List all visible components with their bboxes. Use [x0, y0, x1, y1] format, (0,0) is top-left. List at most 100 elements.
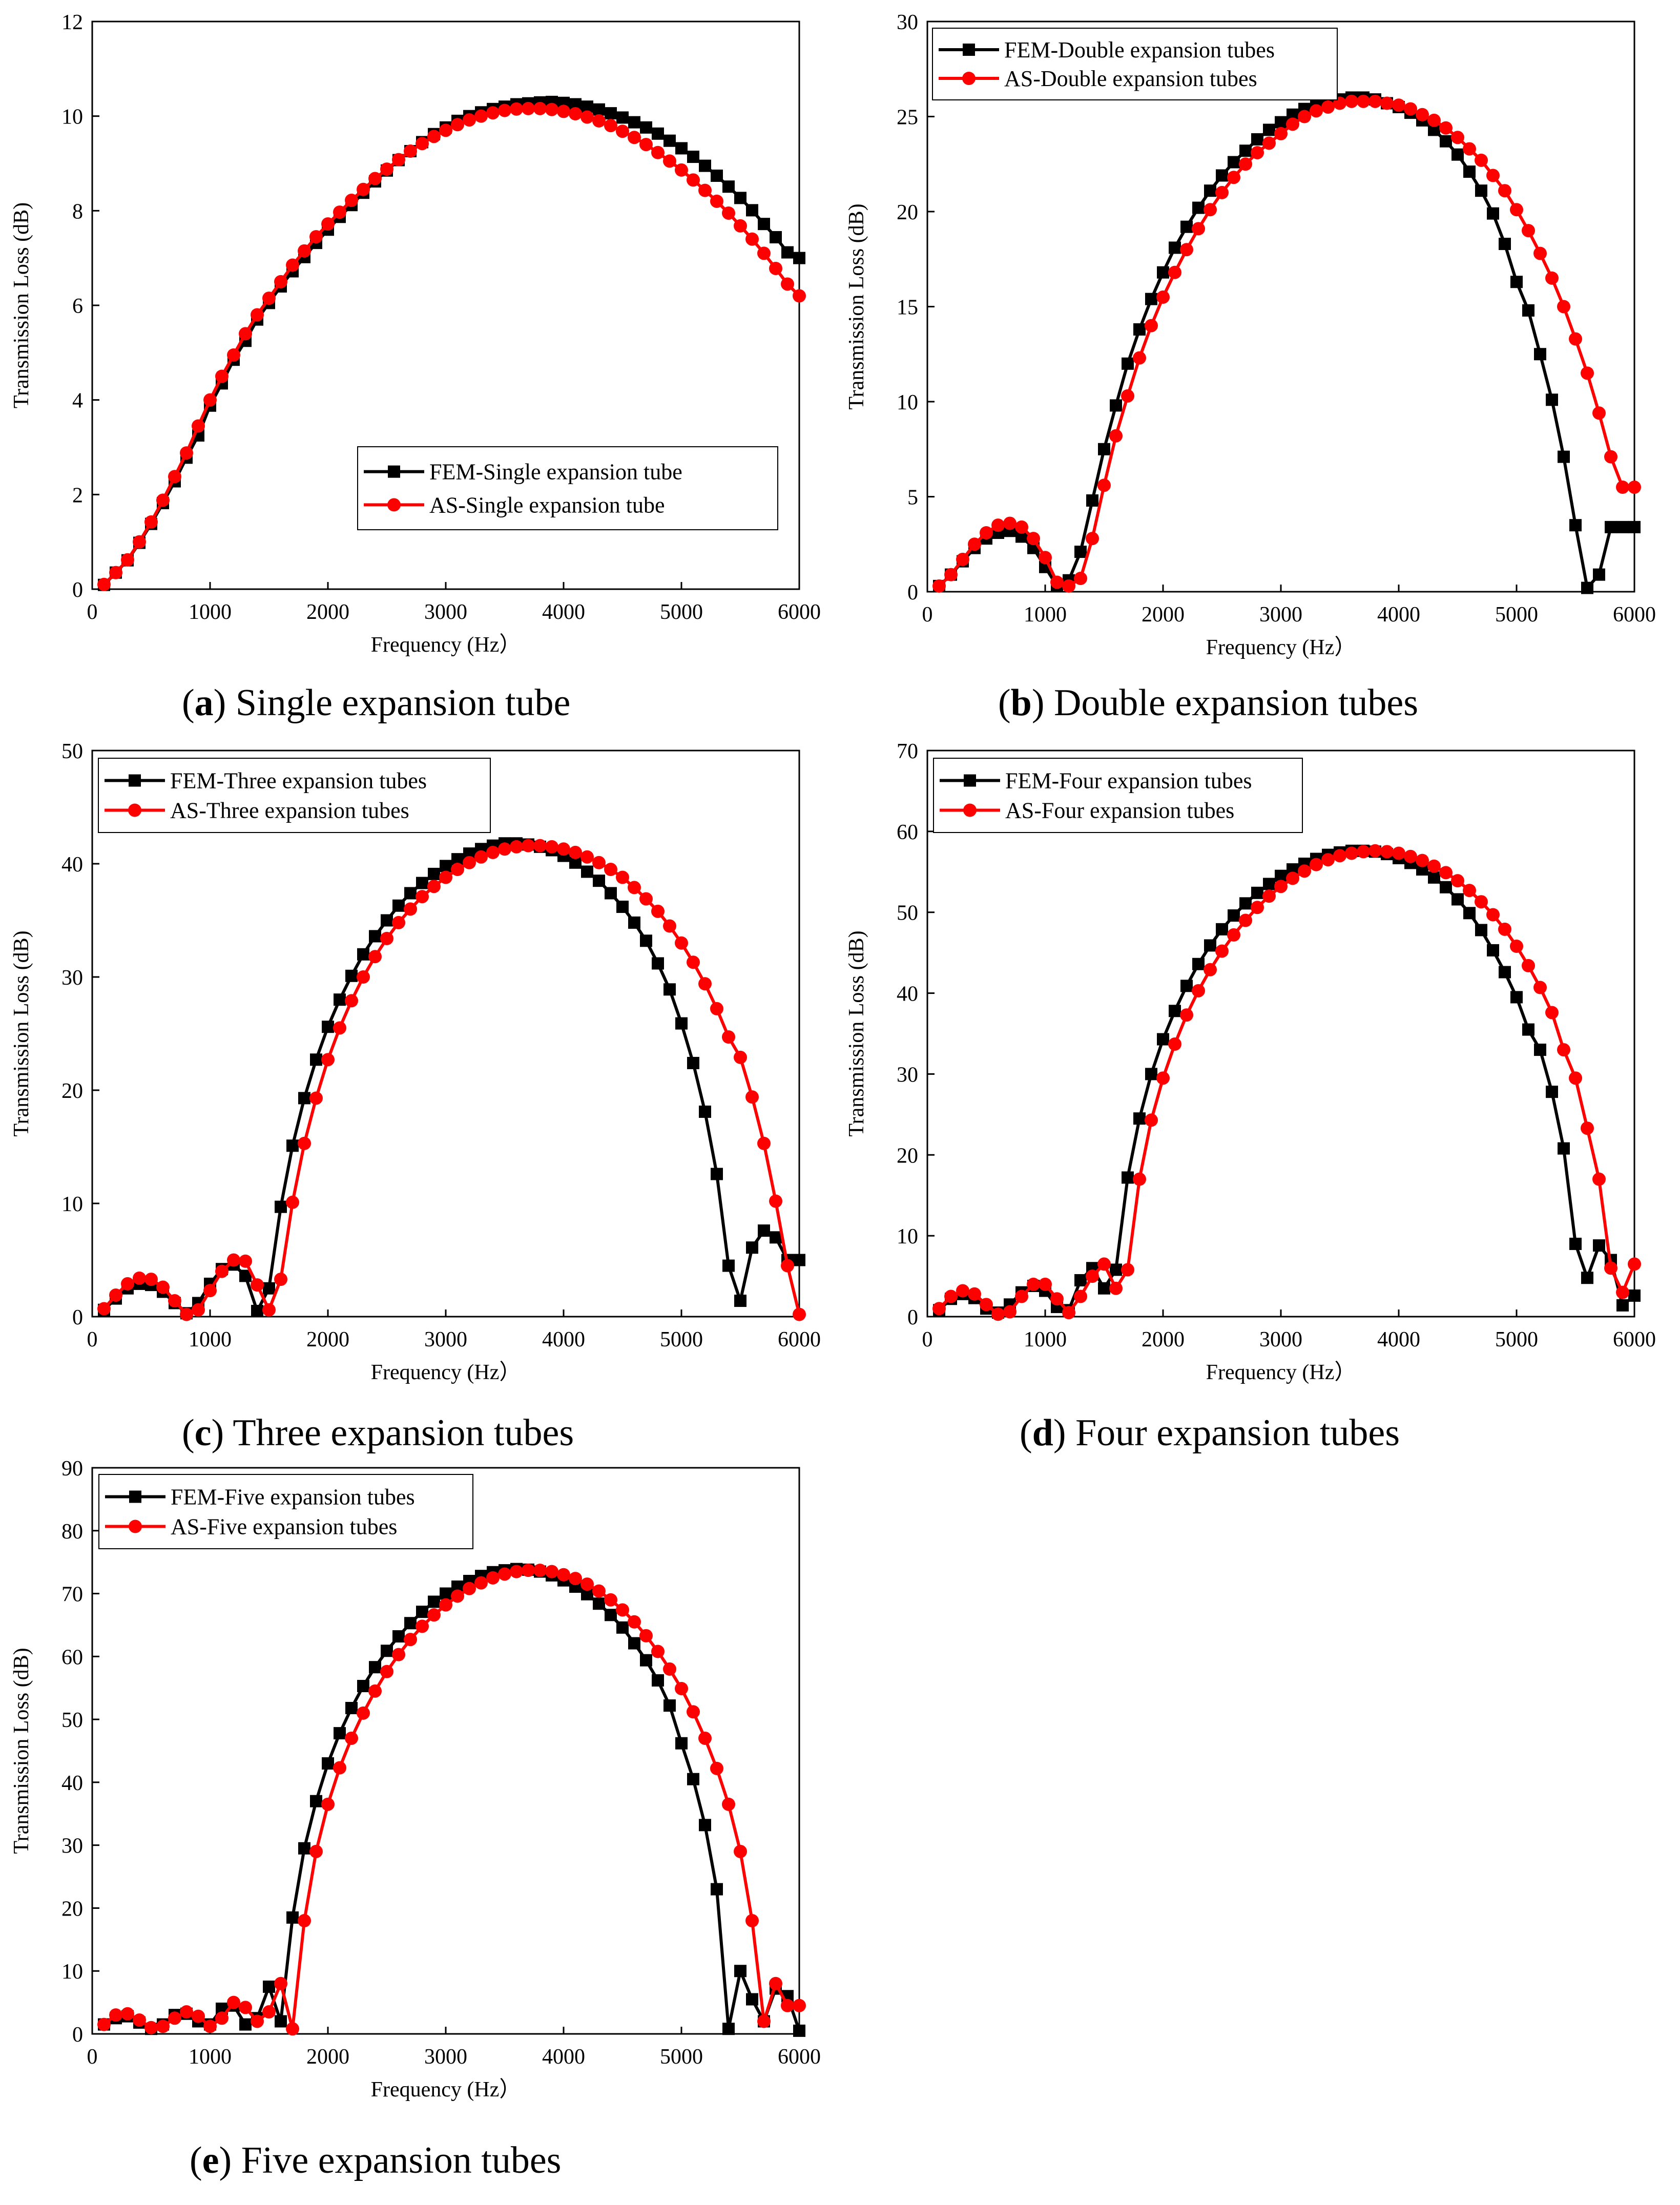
data-point [522, 839, 535, 852]
data-point [239, 1254, 252, 1268]
data-point [309, 1844, 323, 1858]
data-point [1074, 546, 1087, 558]
data-point [1558, 450, 1570, 463]
data-point [1310, 104, 1323, 118]
data-point [357, 948, 369, 961]
data-point [616, 111, 629, 124]
data-point [1593, 1239, 1605, 1252]
data-point [239, 327, 252, 341]
data-point [1192, 222, 1205, 236]
data-point [498, 1567, 511, 1581]
data-point [180, 1307, 193, 1321]
data-point [663, 919, 676, 933]
y-tick-label: 30 [61, 1835, 83, 1858]
data-point [533, 839, 547, 852]
data-point [1286, 117, 1299, 131]
legend-box [98, 758, 491, 833]
data-point [298, 1092, 310, 1105]
data-point [97, 2017, 111, 2031]
data-point [310, 1053, 322, 1066]
data-point [1262, 136, 1276, 150]
data-point [734, 1050, 747, 1064]
data-point [1145, 1113, 1158, 1127]
data-point [1499, 966, 1511, 979]
data-point [392, 916, 405, 929]
legend-marker [963, 44, 975, 56]
data-point [722, 1259, 735, 1272]
data-point [687, 1056, 699, 1069]
x-tick-label: 5000 [1495, 1328, 1538, 1351]
series-line [103, 1567, 801, 2031]
data-point [1499, 238, 1511, 251]
data-point [710, 194, 723, 208]
data-point [651, 904, 665, 918]
y-tick-label: 50 [897, 902, 918, 925]
y-tick-label: 20 [897, 201, 918, 224]
data-point [369, 1661, 381, 1674]
data-point [545, 1565, 558, 1578]
data-point [309, 1091, 323, 1105]
y-tick-label: 0 [907, 1306, 918, 1329]
data-point [1275, 116, 1287, 129]
data-point [451, 1589, 464, 1603]
data-point [334, 993, 346, 1006]
data-point [569, 107, 582, 121]
y-tick-label: 40 [897, 983, 918, 1006]
data-point [1228, 156, 1240, 169]
data-point [698, 977, 712, 991]
data-point [1604, 450, 1617, 464]
data-point [628, 1637, 640, 1650]
data-point [1050, 575, 1064, 589]
data-point [1605, 521, 1617, 533]
data-point [1074, 572, 1087, 586]
data-point [745, 1914, 759, 1927]
data-point [121, 2007, 134, 2021]
data-point [522, 1564, 535, 1577]
data-point [298, 244, 311, 258]
data-point [203, 393, 217, 407]
caption-text-c: Three expansion tubes [233, 1412, 574, 1454]
data-point [533, 1564, 547, 1577]
data-point [675, 1681, 688, 1695]
y-tick-label: 70 [61, 1583, 83, 1607]
data-point [368, 172, 382, 185]
data-point [604, 1593, 617, 1607]
data-point [1569, 1071, 1582, 1085]
data-point [593, 1597, 605, 1610]
data-point [1545, 271, 1559, 285]
y-tick-label: 60 [897, 821, 918, 844]
data-point [274, 1273, 287, 1286]
data-point [793, 1999, 806, 2012]
data-point [1522, 959, 1535, 972]
data-point [781, 1999, 794, 2012]
data-point [215, 369, 229, 383]
data-point [1581, 581, 1593, 594]
y-tick-label: 20 [61, 1897, 83, 1921]
chart-d: 0 1000 2000 3000 4000 5000 6000 0 10 20 30 40 50 60 70… [845, 740, 1656, 1384]
y-tick-label: 40 [61, 1772, 83, 1795]
data-point [746, 204, 758, 217]
data-point [416, 877, 428, 889]
data-point [156, 493, 170, 507]
data-point [486, 845, 500, 859]
data-point [1192, 958, 1205, 970]
y-tick-label: 10 [897, 391, 918, 414]
data-point [1039, 1277, 1052, 1291]
data-point [628, 916, 640, 929]
data-point [180, 2005, 193, 2019]
data-point [663, 1662, 676, 1676]
data-point [451, 118, 464, 132]
data-point [510, 102, 523, 116]
data-point [192, 2009, 205, 2023]
data-point [1180, 980, 1193, 992]
data-point [687, 955, 700, 969]
data-point [1416, 108, 1429, 121]
data-point [1592, 406, 1606, 420]
data-point [286, 2022, 299, 2036]
x-tick-label: 6000 [778, 1328, 821, 1351]
data-point [639, 892, 653, 906]
data-point [381, 914, 393, 927]
data-point [427, 130, 441, 143]
data-point [321, 217, 335, 231]
data-point [1074, 1289, 1087, 1303]
